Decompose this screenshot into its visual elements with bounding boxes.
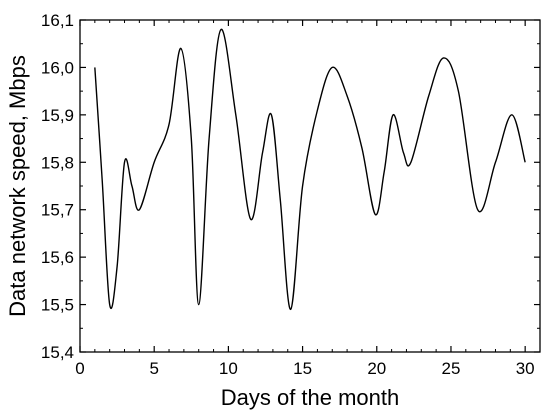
x-axis-title: Days of the month [221,385,400,410]
plot-frame [79,19,541,353]
axis-ticks [79,19,540,353]
x-tick-label: 10 [219,359,238,378]
x-tick-label: 5 [149,359,158,378]
y-tick-label: 15,8 [41,153,74,172]
x-tick-label: 15 [293,359,312,378]
x-tick-label: 20 [367,359,386,378]
x-tick-label: 30 [516,359,535,378]
y-tick-label: 15,6 [41,248,74,267]
y-axis-title: Data network speed, Mbps [5,55,30,317]
y-tick-label: 15,9 [41,106,74,125]
x-tick-label: 25 [442,359,461,378]
y-tick-label: 16,0 [41,58,74,77]
series-layer [94,28,526,311]
y-tick-label: 15,4 [41,343,74,362]
y-tick-label: 15,7 [41,201,74,220]
y-tick-label: 16,1 [41,11,74,30]
tick-labels: 0 5 10 15 20 25 30 15,4 15,5 15,6 15,7 15,8 15,9 16,0… [41,11,535,378]
series-line [94,28,526,311]
x-tick-label: 0 [75,359,84,378]
y-tick-label: 15,5 [41,296,74,315]
